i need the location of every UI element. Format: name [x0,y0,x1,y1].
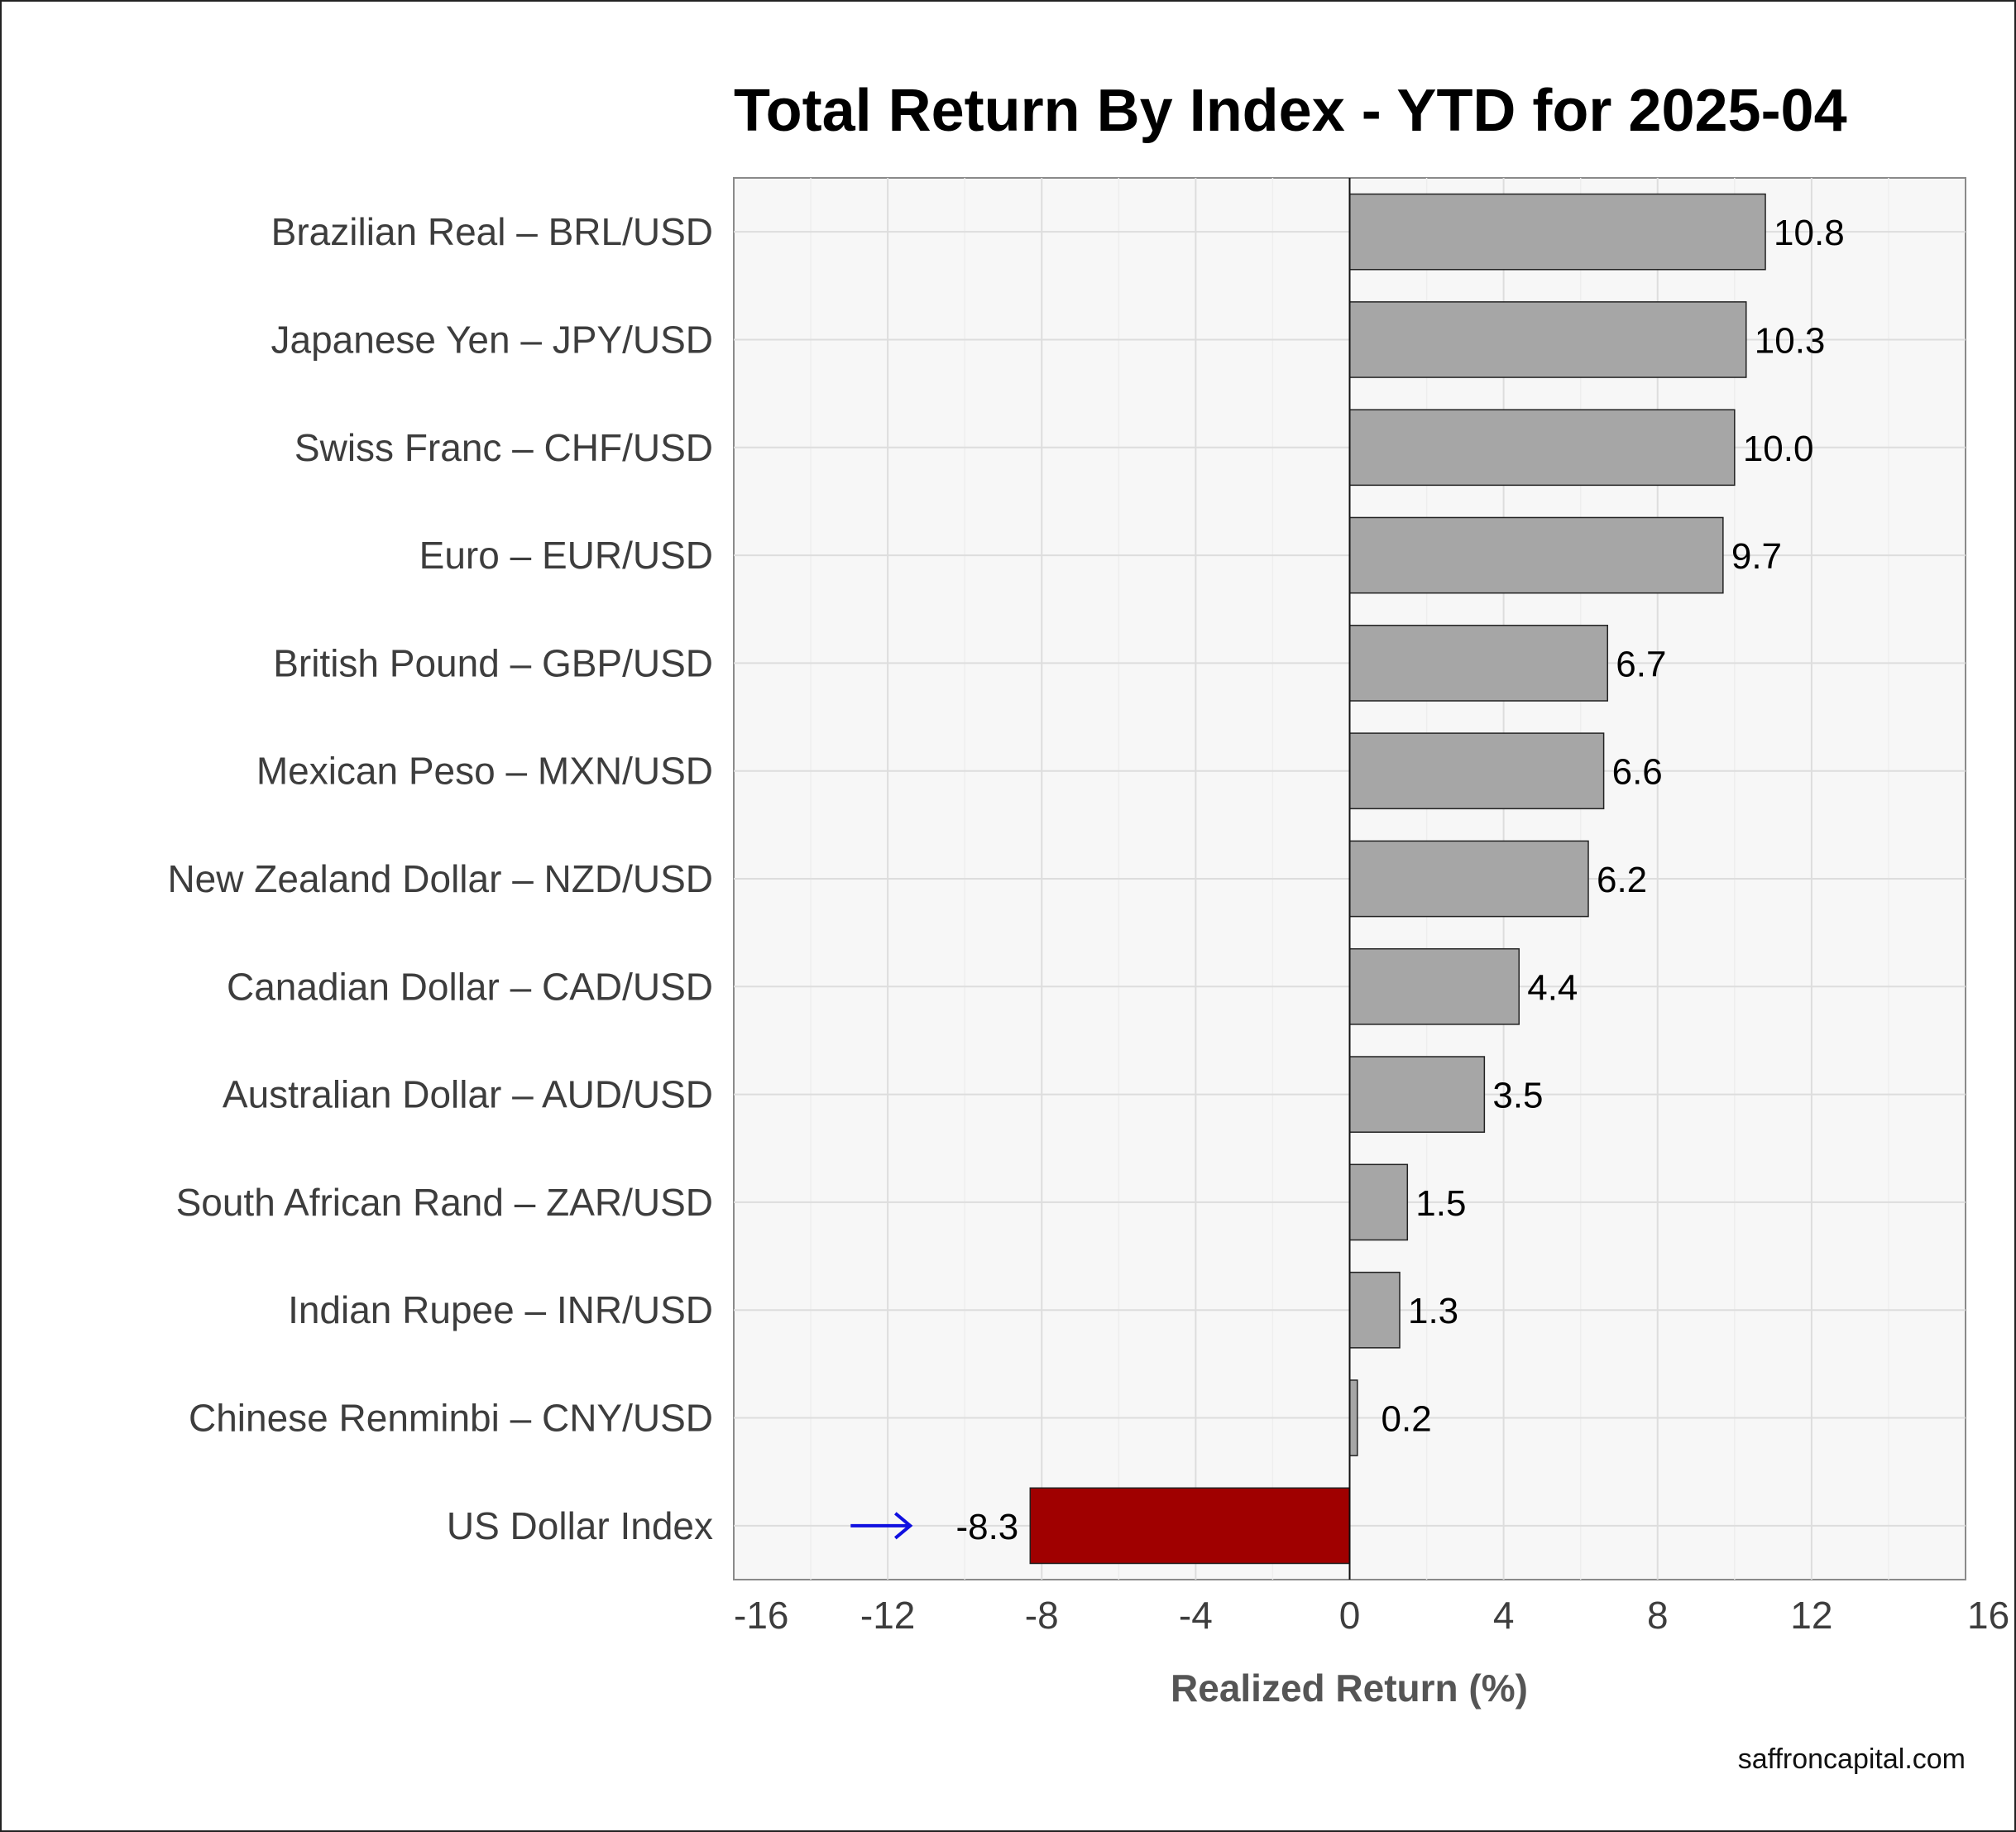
value-label: 10.0 [1743,429,1814,469]
value-labels: 10.8 10.3 10.0 9.7 6.7 6.6 6.2 4.4 3.5 1.5 1.3 0.2 -… [955,213,1844,1547]
category-label: New Zealand Dollar – NZD/USD [167,857,713,900]
value-label: 0.2 [1382,1399,1432,1440]
value-label: 3.5 [1492,1076,1543,1116]
value-label: -8.3 [955,1507,1018,1547]
category-label: Indian Rupee – INR/USD [288,1288,713,1331]
x-tick-label: 8 [1647,1594,1669,1637]
x-axis-ticks: -16 -12 -8 -4 0 4 8 12 16 [734,1594,2009,1637]
category-label: Mexican Peso – MXN/USD [256,750,713,793]
bar [1348,301,1747,378]
category-label: Euro – EUR/USD [419,534,713,577]
x-tick-label: 12 [1790,1594,1832,1637]
value-label: 10.3 [1755,320,1826,361]
category-label: US Dollar Index [447,1504,713,1547]
value-label: 6.2 [1597,860,1647,900]
x-tick-label: 16 [1967,1594,2009,1637]
category-label: Canadian Dollar – CAD/USD [227,965,713,1008]
bar [1348,732,1605,810]
x-tick-label: 4 [1493,1594,1515,1637]
source-credit: saffroncapital.com [1738,1743,1966,1775]
category-label: Brazilian Real – BRL/USD [271,210,713,253]
bar [1348,193,1766,271]
value-label: 1.3 [1408,1291,1458,1331]
x-axis-label: Realized Return (%) [1171,1667,1528,1710]
bar [1348,516,1724,594]
bar [1348,1056,1486,1133]
value-label: 6.7 [1616,644,1666,684]
category-label: Japanese Yen – JPY/USD [271,318,713,361]
category-label: British Pound – GBP/USD [273,641,713,684]
x-tick-label: -4 [1179,1594,1213,1637]
value-label: 6.6 [1612,752,1663,793]
bar [1348,840,1589,918]
value-label: 10.8 [1774,213,1845,253]
bar [1348,625,1609,702]
bar [1029,1487,1351,1565]
bar [1348,1379,1358,1456]
highlight-arrow-head [894,1512,913,1540]
category-label: Chinese Renminbi – CNY/USD [189,1397,713,1440]
value-label: 4.4 [1527,967,1578,1008]
category-labels: Brazilian Real – BRL/USD Japanese Yen – J… [167,210,713,1547]
chart-title: Total Return By Index - YTD for 2025-04 [734,78,1847,144]
bar [1348,947,1520,1025]
x-tick-label: -16 [734,1594,788,1637]
category-label: South African Rand – ZAR/USD [176,1181,713,1224]
bar [1348,1163,1409,1241]
value-label: 1.5 [1415,1183,1466,1224]
x-tick-label: -12 [860,1594,915,1637]
value-label: 9.7 [1731,536,1782,577]
bar [1348,409,1736,487]
category-label: Australian Dollar – AUD/USD [223,1073,713,1116]
bar [1348,1271,1401,1349]
bars-group [850,178,1766,1580]
category-label: Swiss Franc – CHF/USD [294,426,713,469]
x-tick-label: 0 [1339,1594,1361,1637]
x-tick-label: -8 [1025,1594,1059,1637]
